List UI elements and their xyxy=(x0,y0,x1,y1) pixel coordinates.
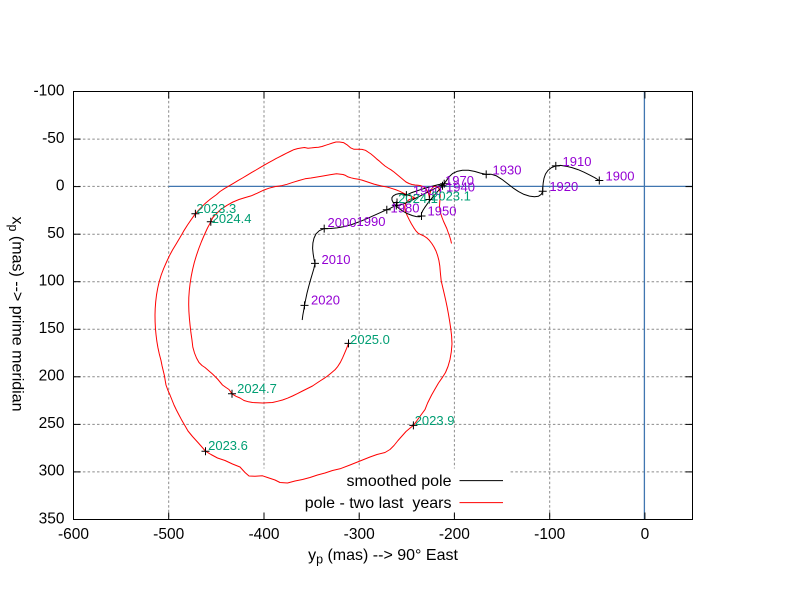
svg-text:2025.0: 2025.0 xyxy=(350,332,390,347)
svg-text:2023.9: 2023.9 xyxy=(415,413,455,428)
svg-text:-500: -500 xyxy=(153,526,184,543)
svg-text:-50: -50 xyxy=(42,130,65,147)
svg-text:1960: 1960 xyxy=(413,183,442,198)
svg-text:1990: 1990 xyxy=(357,214,386,229)
svg-text:200: 200 xyxy=(39,368,65,385)
svg-text:1970: 1970 xyxy=(445,173,474,188)
svg-text:-100: -100 xyxy=(33,82,64,99)
svg-text:2023.1: 2023.1 xyxy=(431,189,471,204)
svg-text:2023.3: 2023.3 xyxy=(196,201,236,216)
svg-text:-200: -200 xyxy=(439,526,470,543)
svg-text:-300: -300 xyxy=(344,526,375,543)
svg-text:1920: 1920 xyxy=(549,179,578,194)
svg-text:-400: -400 xyxy=(248,526,279,543)
svg-text:1910: 1910 xyxy=(563,154,592,169)
svg-text:-100: -100 xyxy=(534,526,565,543)
svg-text:xp (mas) --> prime meridian: xp (mas) --> prime meridian xyxy=(6,217,26,412)
svg-text:100: 100 xyxy=(39,273,65,290)
svg-text:2020: 2020 xyxy=(311,292,340,307)
svg-text:0: 0 xyxy=(641,526,650,543)
svg-text:1930: 1930 xyxy=(493,163,522,178)
svg-text:50: 50 xyxy=(47,225,65,242)
svg-text:150: 150 xyxy=(39,320,65,337)
svg-text:2024.1: 2024.1 xyxy=(398,191,438,206)
svg-text:2024.4: 2024.4 xyxy=(212,211,252,226)
svg-text:1950: 1950 xyxy=(428,203,457,218)
svg-text:-600: -600 xyxy=(58,526,89,543)
svg-text:1980: 1980 xyxy=(391,200,420,215)
svg-text:smoothed pole: smoothed pole xyxy=(347,473,452,490)
svg-text:1940: 1940 xyxy=(446,179,475,194)
svg-text:2023.6: 2023.6 xyxy=(208,438,248,453)
svg-text:pole - two last years: pole - two last years xyxy=(305,495,452,512)
svg-text:0: 0 xyxy=(56,177,65,194)
svg-text:2024.7: 2024.7 xyxy=(237,381,277,396)
svg-text:2000: 2000 xyxy=(328,215,357,230)
svg-text:yp (mas) --> 90° East: yp (mas) --> 90° East xyxy=(308,547,458,567)
svg-text:350: 350 xyxy=(39,510,65,527)
svg-text:2010: 2010 xyxy=(322,252,351,267)
svg-text:1900: 1900 xyxy=(606,169,635,184)
svg-text:250: 250 xyxy=(39,415,65,432)
svg-text:300: 300 xyxy=(39,463,65,480)
